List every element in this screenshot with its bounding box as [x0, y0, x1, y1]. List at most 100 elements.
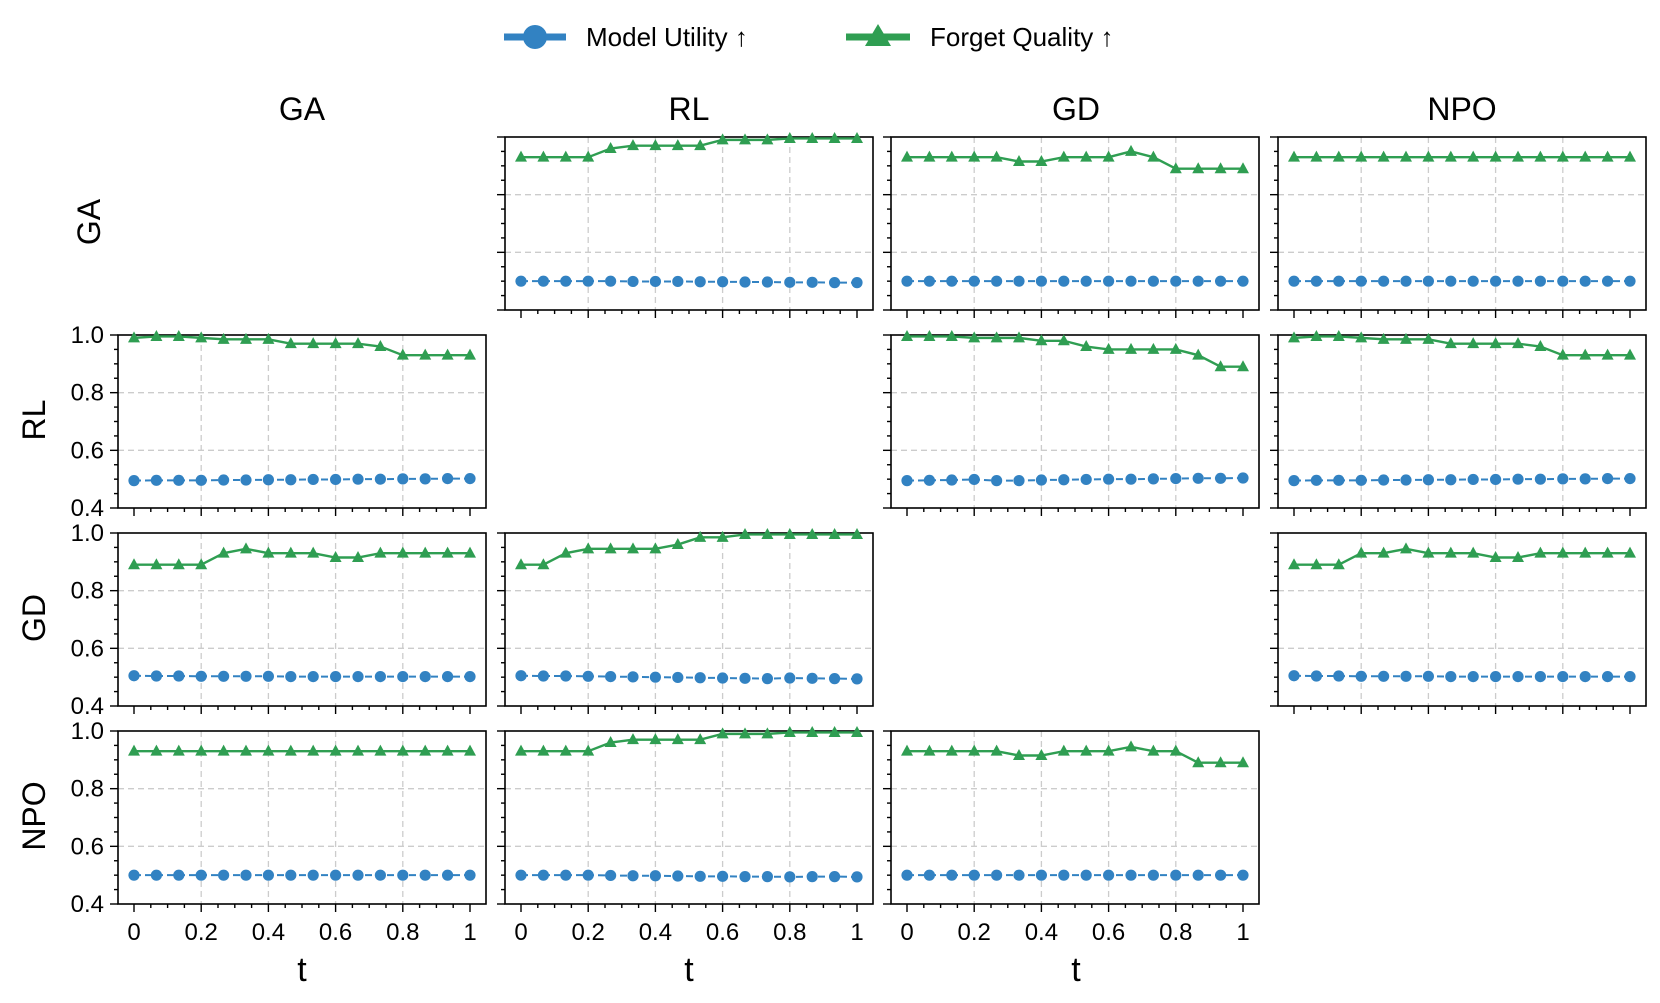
point-forget-quality [945, 744, 958, 756]
point-forget-quality [239, 744, 252, 756]
x-tick-label: 1 [463, 919, 476, 946]
point-model-utility [672, 870, 684, 882]
point-forget-quality [626, 542, 639, 554]
panel-npo-ga: 0.4 0.6 0.8 1.0 0 0.2 0.4 0.6 0.8 1 [71, 718, 487, 946]
point-forget-quality [582, 744, 595, 756]
y-tick-label: 0.6 [71, 437, 104, 464]
y-tick-label: 0.4 [71, 693, 104, 720]
x-tick-label: 0.8 [773, 919, 806, 946]
point-forget-quality [284, 337, 297, 349]
point-model-utility [806, 871, 818, 883]
point-forget-quality [559, 744, 572, 756]
point-forget-quality [626, 139, 639, 151]
point-forget-quality [1102, 150, 1115, 162]
point-forget-quality [739, 133, 752, 145]
point-model-utility [582, 869, 594, 881]
point-model-utility [464, 472, 476, 485]
point-forget-quality [626, 733, 639, 745]
point-forget-quality [537, 150, 550, 162]
series-line-forget-quality [907, 335, 1243, 368]
point-forget-quality [945, 150, 958, 162]
point-forget-quality [1422, 332, 1435, 344]
panel-ga-gd [883, 136, 1260, 318]
point-model-utility [761, 871, 773, 883]
point-model-utility [1579, 670, 1591, 683]
point-model-utility [1624, 670, 1636, 683]
point-model-utility [806, 276, 818, 288]
point-forget-quality [649, 733, 662, 745]
point-model-utility [1288, 275, 1300, 287]
row-title-npo: NPO [16, 781, 52, 850]
point-forget-quality [604, 736, 617, 748]
point-model-utility [1512, 670, 1524, 683]
point-forget-quality [1332, 150, 1345, 162]
point-forget-quality [671, 139, 684, 151]
point-forget-quality [1288, 331, 1300, 343]
point-forget-quality [559, 150, 572, 162]
point-forget-quality [329, 744, 342, 756]
point-model-utility [1035, 869, 1047, 881]
point-forget-quality [1310, 558, 1323, 570]
point-forget-quality [1512, 551, 1525, 563]
point-forget-quality [329, 337, 342, 349]
point-model-utility [946, 275, 958, 287]
point-forget-quality [1169, 342, 1182, 354]
point-forget-quality [716, 727, 729, 739]
point-model-utility [923, 275, 936, 287]
point-model-utility [1512, 275, 1524, 287]
series-line-model-utility [133, 477, 470, 482]
point-forget-quality [1192, 162, 1205, 174]
point-model-utility [1557, 670, 1569, 683]
point-model-utility [739, 871, 751, 883]
point-model-utility [991, 475, 1003, 487]
point-forget-quality [1399, 332, 1412, 344]
point-forget-quality [1512, 150, 1525, 162]
point-forget-quality [307, 546, 320, 558]
point-forget-quality [1624, 348, 1636, 360]
x-tick-label: 1 [850, 919, 863, 946]
row-title-ga: GA [71, 198, 107, 245]
point-model-utility [285, 670, 297, 683]
point-model-utility [1355, 275, 1367, 287]
point-model-utility [605, 670, 617, 683]
point-forget-quality [806, 725, 819, 737]
point-forget-quality [515, 744, 527, 756]
point-forget-quality [1377, 150, 1390, 162]
point-forget-quality [1288, 150, 1300, 162]
point-forget-quality [1399, 150, 1412, 162]
point-model-utility [901, 275, 913, 287]
point-model-utility [419, 473, 431, 485]
point-model-utility [330, 473, 342, 486]
panel-frame [504, 136, 874, 311]
col-title-rl: RL [669, 91, 710, 127]
point-model-utility [1192, 275, 1204, 287]
x-tick-label: 0.4 [639, 919, 672, 946]
point-forget-quality [1035, 334, 1048, 346]
point-model-utility [1445, 670, 1457, 683]
point-forget-quality [1102, 342, 1115, 354]
point-forget-quality [901, 150, 913, 162]
point-forget-quality [1444, 337, 1457, 349]
point-model-utility [672, 671, 684, 684]
point-model-utility [1422, 474, 1434, 486]
point-model-utility [262, 670, 274, 682]
point-model-utility [761, 276, 773, 288]
panel-frame [504, 730, 874, 905]
point-model-utility [1237, 869, 1249, 881]
point-forget-quality [739, 527, 752, 539]
point-forget-quality [1147, 150, 1160, 162]
point-forget-quality [851, 131, 863, 143]
panel-frame [890, 730, 1260, 905]
col-title-npo: NPO [1427, 91, 1496, 127]
point-model-utility [1378, 670, 1390, 682]
point-model-utility [649, 671, 662, 683]
point-model-utility [515, 275, 527, 287]
point-forget-quality [1214, 756, 1227, 768]
legend-item-forget-quality: Forget Quality ↑ [846, 22, 1114, 52]
point-forget-quality [945, 329, 958, 341]
point-model-utility [515, 670, 527, 682]
point-forget-quality [150, 558, 163, 570]
point-forget-quality [716, 133, 729, 145]
point-model-utility [330, 670, 342, 683]
